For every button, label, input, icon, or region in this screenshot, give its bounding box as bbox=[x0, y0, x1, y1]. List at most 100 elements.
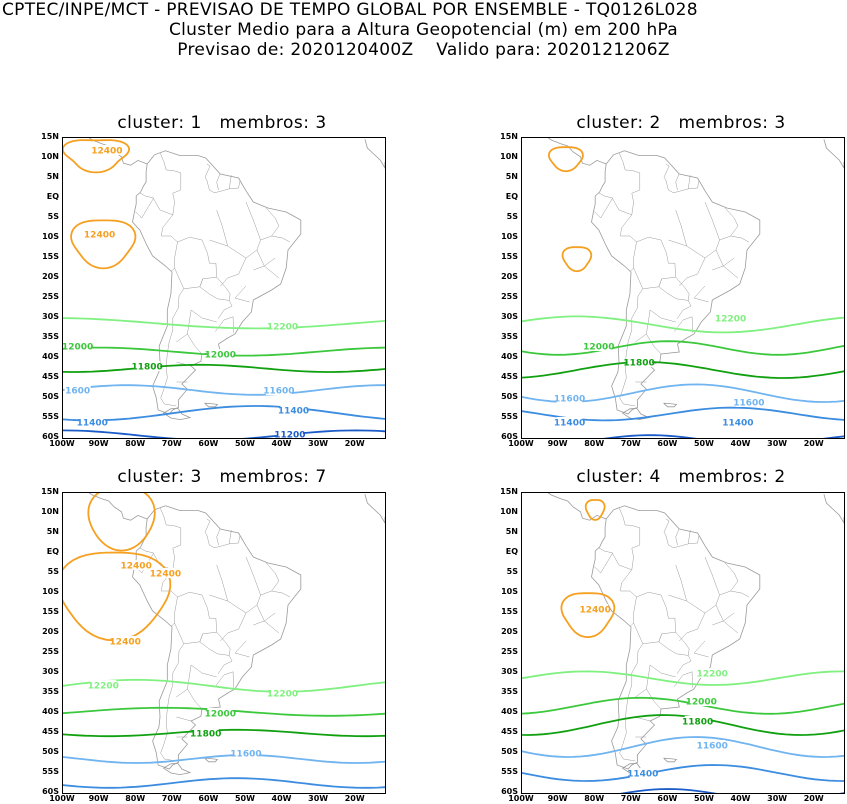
lat-tick-label: 55S bbox=[501, 412, 518, 421]
lat-tick-label: 25S bbox=[42, 292, 59, 301]
country-border bbox=[187, 309, 203, 355]
country-border bbox=[139, 547, 155, 554]
contour-label-bg bbox=[717, 313, 744, 323]
contour-label-bg bbox=[724, 417, 751, 427]
country-border bbox=[693, 652, 709, 658]
lon-tick-label: 80W bbox=[584, 794, 605, 803]
contour-label-bg bbox=[276, 429, 303, 438]
contour-label-bg bbox=[64, 385, 91, 395]
contour-label-bg bbox=[86, 229, 113, 239]
panel-title: cluster: 4 membros: 2 bbox=[576, 467, 786, 487]
country-border bbox=[649, 664, 676, 678]
coastline bbox=[591, 505, 761, 770]
country-border bbox=[704, 562, 739, 614]
lat-tick-label: 25S bbox=[501, 292, 518, 301]
isoline-11600 bbox=[63, 754, 385, 764]
lat-tick-label: 5S bbox=[506, 567, 518, 576]
country-border bbox=[174, 236, 217, 290]
isoline-11200 bbox=[63, 429, 385, 438]
isoline-11800 bbox=[522, 361, 844, 379]
lat-tick-label: 15S bbox=[42, 607, 59, 616]
country-border bbox=[633, 236, 676, 290]
country-border bbox=[675, 564, 687, 602]
country-border bbox=[234, 285, 247, 299]
contour-label-bg bbox=[93, 145, 120, 155]
country-border bbox=[693, 297, 709, 303]
country-border bbox=[229, 530, 232, 544]
lat-tick-label: 50S bbox=[501, 747, 518, 756]
country-border bbox=[199, 277, 231, 301]
contour-label: 12000 bbox=[583, 343, 614, 353]
country-border bbox=[679, 257, 706, 287]
country-border bbox=[730, 590, 750, 598]
cluster-map-2: 12200 12000 11800 11600 11600 11400 11400 bbox=[521, 137, 845, 439]
lat-tick-label: 10N bbox=[41, 507, 59, 516]
lat-tick-label: 15S bbox=[42, 252, 59, 261]
lon-tick-label: 100W bbox=[49, 794, 75, 803]
lat-tick-label: EQ bbox=[505, 192, 518, 201]
cluster-map-1: 12400 12400 12200 12000 12000 11800 1600 11600 1… bbox=[62, 137, 386, 439]
contour-label: 11800 bbox=[132, 363, 163, 373]
country-border bbox=[704, 207, 739, 259]
country-border bbox=[676, 655, 692, 674]
lat-tick-label: 20S bbox=[42, 272, 59, 281]
isoline-11200 bbox=[603, 434, 844, 438]
isoline-11400 bbox=[522, 764, 844, 782]
map-canvas: 12400 12400 12200 12000 12000 11800 1600 11600 1… bbox=[63, 138, 385, 438]
contour-label: 11800 bbox=[623, 359, 654, 369]
country-border bbox=[688, 175, 691, 189]
country-border bbox=[594, 552, 637, 627]
coastline bbox=[162, 408, 192, 421]
lon-tick-label: 50W bbox=[234, 439, 255, 448]
country-border bbox=[234, 297, 250, 303]
contour-label: 11600 bbox=[697, 742, 728, 752]
contour-label-bg bbox=[688, 696, 715, 706]
country-border bbox=[245, 201, 261, 241]
contour-label: 12400 bbox=[84, 231, 115, 241]
lon-tick-label: 100W bbox=[508, 439, 534, 448]
lat-tick-label: 10N bbox=[500, 152, 518, 161]
lon-tick-label: 30W bbox=[767, 439, 788, 448]
lat-tick-label: 40S bbox=[501, 707, 518, 716]
contour-label-bg bbox=[90, 680, 117, 690]
contour-label-bg bbox=[556, 393, 583, 403]
contour-label: 11400 bbox=[278, 407, 309, 417]
country-border bbox=[704, 556, 720, 596]
contour-label-bg bbox=[207, 349, 234, 359]
map-canvas: 12400 12200 12000 11800 11600 11400 bbox=[522, 493, 844, 793]
country-border bbox=[204, 518, 240, 549]
country-border bbox=[649, 309, 676, 323]
country-border bbox=[245, 562, 280, 614]
lat-tick-label: 25S bbox=[42, 647, 59, 656]
lon-tick-label: 40W bbox=[730, 439, 751, 448]
country-border bbox=[209, 594, 247, 614]
lat-tick-label: 5N bbox=[505, 172, 518, 181]
isoline-12400 bbox=[70, 219, 137, 270]
contour-label: 11400 bbox=[627, 770, 658, 780]
country-border bbox=[160, 288, 185, 407]
lat-tick-label: 45S bbox=[42, 372, 59, 381]
lat-tick-label: 20S bbox=[42, 627, 59, 636]
coastline bbox=[88, 493, 148, 521]
lon-tick-label: 70W bbox=[161, 439, 182, 448]
contour-label: 11600 bbox=[263, 387, 294, 397]
lat-tick-label: EQ bbox=[46, 547, 59, 556]
lon-tick-label: 70W bbox=[620, 794, 641, 803]
lon-tick-label: 20W bbox=[803, 439, 824, 448]
country-border bbox=[598, 192, 614, 199]
contour-label: 12400 bbox=[580, 606, 611, 616]
lon-tick-label: 50W bbox=[693, 794, 714, 803]
lat-tick-label: 60S bbox=[501, 787, 518, 796]
contour-label-bg bbox=[626, 357, 653, 367]
country-border bbox=[679, 612, 706, 642]
coastline bbox=[663, 402, 678, 408]
isoline-11800 bbox=[63, 728, 385, 738]
country-border bbox=[245, 556, 261, 596]
panel-title: cluster: 3 membros: 7 bbox=[117, 467, 327, 487]
contour-label-bg bbox=[684, 716, 711, 726]
lon-tick-label: 50W bbox=[693, 439, 714, 448]
coastline bbox=[364, 494, 385, 524]
lon-tick-label: 30W bbox=[308, 794, 329, 803]
lat-tick-label: 15N bbox=[500, 132, 518, 141]
lat-tick-label: 50S bbox=[42, 392, 59, 401]
